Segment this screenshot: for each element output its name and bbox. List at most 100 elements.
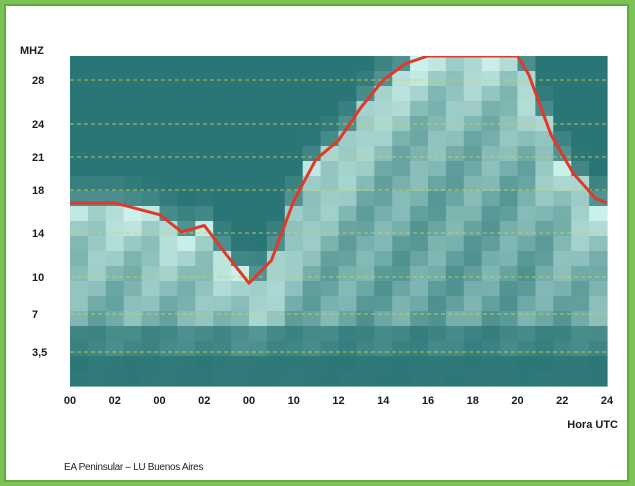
heatmap-cell	[356, 311, 375, 327]
heatmap-cell	[517, 131, 536, 147]
heatmap-cell	[123, 71, 143, 87]
heatmap-cell	[445, 101, 465, 117]
heatmap-cell	[392, 356, 411, 372]
heatmap-cell	[284, 266, 304, 282]
heatmap-cell	[159, 371, 178, 387]
heatmap-cell	[249, 71, 268, 87]
heatmap-cell	[374, 161, 393, 177]
heatmap-cell	[159, 251, 178, 267]
heatmap-cell	[445, 191, 465, 207]
heatmap-cell	[141, 326, 161, 342]
heatmap-cell	[356, 206, 375, 222]
heatmap-cell	[517, 146, 536, 162]
heatmap-cell	[356, 236, 375, 252]
heatmap-cell	[249, 251, 268, 267]
heatmap-cell	[123, 146, 143, 162]
heatmap-cell	[87, 221, 107, 237]
heatmap-cell	[428, 296, 447, 312]
heatmap-cell	[302, 146, 322, 162]
x-tick-label: 02	[198, 395, 210, 407]
heatmap-cell	[123, 56, 143, 72]
x-tick-label: 02	[109, 395, 121, 407]
heatmap-cell	[571, 56, 590, 72]
heatmap-cell	[463, 236, 483, 252]
heatmap-cell	[553, 191, 572, 207]
heatmap-cell	[320, 311, 340, 327]
heatmap-cell	[571, 161, 590, 177]
heatmap-cell	[70, 296, 89, 312]
heatmap-cell	[338, 281, 357, 297]
heatmap-cell	[105, 266, 125, 282]
heatmap-cell	[553, 251, 572, 267]
heatmap-cell	[445, 161, 465, 177]
heatmap-cell	[517, 356, 536, 372]
heatmap-cell	[177, 146, 196, 162]
heatmap-cell	[70, 371, 89, 387]
heatmap-cell	[284, 176, 304, 192]
heatmap-cell	[338, 101, 357, 117]
heatmap-cell	[195, 176, 214, 192]
heatmap-cell	[266, 161, 286, 177]
heatmap-cell	[231, 101, 250, 117]
heatmap-cell	[213, 281, 232, 297]
heatmap-cell	[213, 131, 232, 147]
heatmap-cell	[445, 206, 465, 222]
heatmap-cell	[392, 71, 411, 87]
heatmap-cell	[213, 206, 232, 222]
heatmap-cell	[338, 221, 357, 237]
heatmap-cell	[105, 296, 125, 312]
heatmap-cell	[177, 356, 196, 372]
heatmap-cell	[105, 356, 125, 372]
heatmap-cell	[356, 251, 375, 267]
heatmap-cell	[231, 131, 250, 147]
heatmap-cell	[374, 191, 393, 207]
heatmap-cell	[553, 281, 572, 297]
heatmap-cell	[589, 71, 608, 87]
heatmap-cell	[249, 176, 268, 192]
heatmap-cell	[123, 341, 143, 357]
heatmap-cell	[266, 131, 286, 147]
heatmap-cell	[213, 56, 232, 72]
heatmap-cell	[356, 296, 375, 312]
heatmap-cell	[266, 71, 286, 87]
heatmap-cell	[159, 71, 178, 87]
heatmap-cell	[213, 161, 232, 177]
heatmap-cell	[392, 341, 411, 357]
heatmap-cell	[87, 146, 107, 162]
heatmap-cell	[517, 341, 536, 357]
heatmap-cell	[517, 296, 536, 312]
heatmap-cell	[123, 131, 143, 147]
heatmap-cell	[445, 251, 465, 267]
heatmap-cell	[481, 86, 501, 102]
heatmap-cell	[356, 266, 375, 282]
heatmap-cell	[517, 176, 536, 192]
heatmap-cell	[70, 311, 89, 327]
heatmap-cell	[445, 236, 465, 252]
heatmap-cell	[535, 206, 554, 222]
heatmap-cell	[445, 146, 465, 162]
heatmap-cell	[428, 236, 447, 252]
heatmap-cell	[70, 326, 89, 342]
heatmap-cell	[302, 341, 322, 357]
heatmap-cell	[428, 311, 447, 327]
heatmap-cell	[571, 101, 590, 117]
heatmap-cell	[338, 161, 357, 177]
heatmap-cell	[338, 86, 357, 102]
heatmap-cell	[428, 161, 447, 177]
heatmap-cell	[589, 131, 608, 147]
heatmap-cell	[266, 251, 286, 267]
heatmap-cell	[553, 371, 572, 387]
heatmap-cell	[159, 341, 178, 357]
heatmap-cell	[123, 221, 143, 237]
x-tick-label: 20	[511, 395, 523, 407]
heatmap-cell	[266, 311, 286, 327]
heatmap-cell	[374, 281, 393, 297]
chart-frame: 3,5 7 10 14 18 21 24 28 00 02 00 02 00 10 12 14 16 18 20 2…	[4, 4, 629, 482]
heatmap-cell	[284, 281, 304, 297]
heatmap-cell	[338, 341, 357, 357]
heatmap-cell	[213, 86, 232, 102]
heatmap-cell	[105, 236, 125, 252]
heatmap-cell	[463, 356, 483, 372]
heatmap-cell	[105, 161, 125, 177]
heatmap-cell	[249, 311, 268, 327]
